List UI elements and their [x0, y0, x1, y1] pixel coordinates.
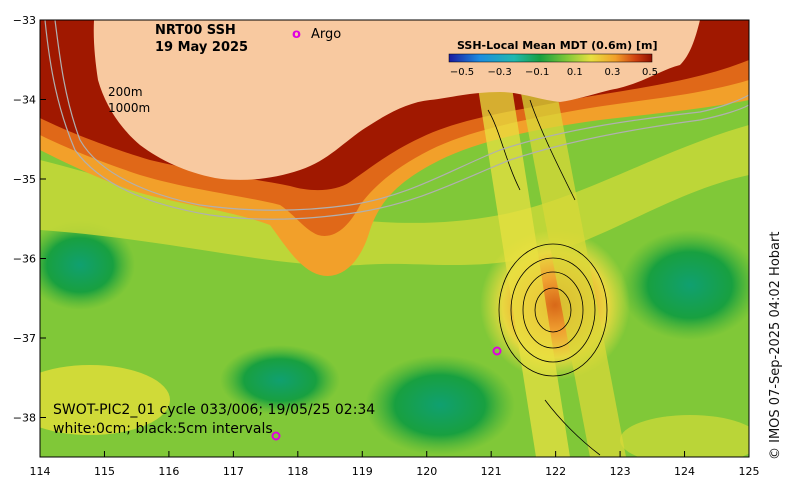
product-title: NRT00 SSH	[155, 23, 236, 38]
argo-float	[492, 346, 502, 356]
y-tick-label: −35	[13, 173, 36, 186]
y-tick-label: −37	[13, 332, 36, 345]
x-tick-label: 118	[287, 465, 308, 478]
swot-swath-right	[520, 88, 626, 457]
green-region-south-west	[220, 345, 340, 415]
x-tick-label: 116	[158, 465, 179, 478]
y-tick-label: −36	[13, 253, 36, 266]
x-tick-label: 121	[481, 465, 502, 478]
y-tick-label: −34	[13, 94, 36, 107]
argo-legend-label: Argo	[311, 27, 341, 42]
x-tick-label: 114	[30, 465, 51, 478]
x-tick-label: 122	[545, 465, 566, 478]
x-tick-label: 120	[416, 465, 437, 478]
bathy-label-200m: 200m	[108, 85, 143, 99]
contour-interval-note: white:0cm; black:5cm intervals	[53, 421, 273, 437]
colorbar-tick-label: −0.1	[525, 67, 549, 78]
colorbar-tick-label: −0.5	[450, 67, 474, 78]
x-tick-label: 117	[223, 465, 244, 478]
colorbar-tick-label: 0.3	[604, 67, 620, 78]
x-tick-label: 124	[674, 465, 695, 478]
y-axis: −33 −34 −35 −36 −37 −38	[13, 14, 46, 425]
swot-contours	[487, 99, 608, 456]
plot-frame	[39, 19, 750, 458]
x-tick-label: 119	[352, 465, 373, 478]
x-tick-label: 115	[94, 465, 115, 478]
yellow-region-se	[620, 415, 749, 457]
green-region-south	[365, 355, 515, 455]
yellow-region-sw	[40, 365, 170, 435]
colorbar-title: SSH-Local Mean MDT (0.6m) [m]	[457, 39, 657, 52]
green-region-east	[620, 230, 749, 340]
colorbar-tick-label: −0.3	[487, 67, 511, 78]
x-tick-label: 123	[610, 465, 631, 478]
imos-credit: © IMOS 07-Sep-2025 04:02 Hobart	[768, 231, 783, 460]
bathymetry-contours	[44, 20, 749, 220]
y-tick-label: −33	[13, 14, 36, 27]
argo-floats	[271, 346, 502, 441]
colorbar-tick-label: 0.5	[642, 67, 658, 78]
x-tick-label: 125	[739, 465, 760, 478]
argo-float	[271, 431, 281, 441]
colorbar	[448, 53, 653, 63]
bathy-label-1000m: 1000m	[108, 101, 150, 115]
colorbar-ticks: −0.5 −0.3 −0.1 0.1 0.3 0.5	[450, 67, 658, 78]
date-title: 19 May 2025	[155, 40, 248, 55]
y-tick-label: −38	[13, 412, 36, 425]
x-axis: 114 115 116 117 118 119 120 121 122 123 124 125	[30, 451, 760, 478]
green-region-west	[40, 220, 135, 310]
colorbar-tick-label: 0.1	[567, 67, 583, 78]
swot-pass-info: SWOT-PIC2_01 cycle 033/006; 19/05/25 02:…	[53, 402, 375, 418]
argo-legend-symbol: o	[292, 27, 301, 42]
